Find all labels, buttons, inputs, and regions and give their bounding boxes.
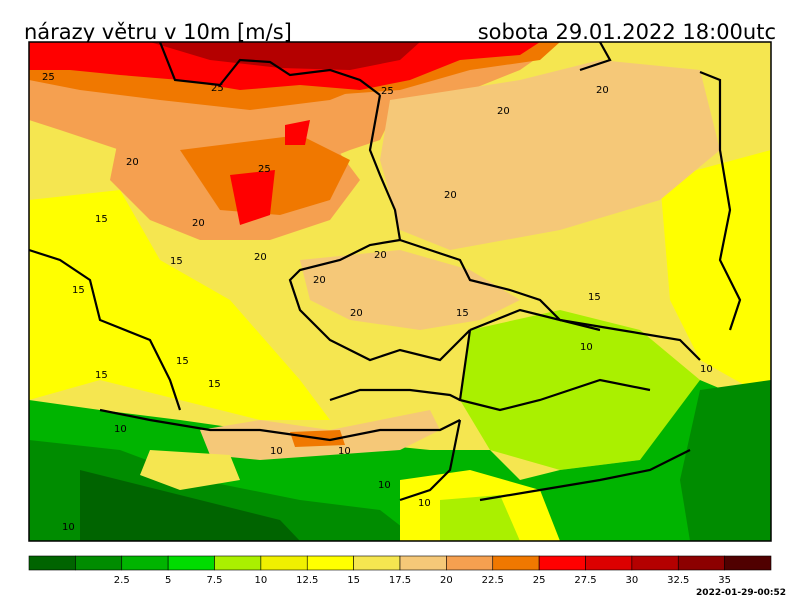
contour-label: 25 <box>211 83 224 94</box>
contour-label: 15 <box>170 256 183 267</box>
field-15-east <box>660 150 771 400</box>
border-de-pl <box>368 94 402 241</box>
colorbar-swatch <box>28 555 76 571</box>
contour-label: 20 <box>444 190 457 201</box>
contour-label: 15 <box>95 370 108 381</box>
border-north <box>579 41 612 72</box>
border-cz-pl <box>399 238 601 332</box>
border-sk-hu-n <box>469 308 701 361</box>
colorbar-swatch <box>538 555 586 571</box>
contour-label: 10 <box>580 342 593 353</box>
border-east <box>699 70 742 331</box>
border-at-cz <box>329 388 461 402</box>
colorbar-tick-label: 30 <box>626 575 639 586</box>
contour-label: 10 <box>338 446 351 457</box>
contour-label: 20 <box>596 85 609 96</box>
field-25-germany-b <box>285 120 310 145</box>
border-at-si <box>399 419 462 502</box>
border-coast <box>158 41 381 96</box>
valid-time: sobota 29.01.2022 18:00utc <box>477 20 776 44</box>
map-title: nárazy větru v 10m [m/s] <box>24 20 292 44</box>
contour-label: 25 <box>42 72 55 83</box>
contour-label: 10 <box>114 424 127 435</box>
colorbar-tick-label: 12.5 <box>296 575 318 586</box>
contour-label: 20 <box>192 218 205 229</box>
field-10-south <box>440 495 520 541</box>
colorbar-swatch <box>306 555 354 571</box>
field-17-ridge <box>140 450 240 490</box>
colorbar-swatch <box>724 555 772 571</box>
contour-label: 10 <box>270 446 283 457</box>
colorbar-swatch <box>631 555 679 571</box>
field-5-east <box>680 380 771 541</box>
colorbar-swatch <box>677 555 725 571</box>
colorbar-swatch <box>585 555 633 571</box>
contour-label: 10 <box>418 498 431 509</box>
generated-timestamp: 2022-01-29-00:52 <box>696 588 786 598</box>
contour-label: 20 <box>313 275 326 286</box>
colorbar-tick-label: 25 <box>533 575 546 586</box>
field-20-poland <box>380 60 720 250</box>
border-fr-de <box>28 248 182 411</box>
field-30-coast <box>150 42 420 70</box>
colorbar-tick-label: 15 <box>347 575 360 586</box>
colorbar-swatch <box>260 555 308 571</box>
contour-label: 25 <box>381 86 394 97</box>
contour-label: 20 <box>497 106 510 117</box>
colorbar-tick-label: 17.5 <box>389 575 411 586</box>
country-borders <box>28 41 742 502</box>
contour-label: 15 <box>456 308 469 319</box>
contour-label: 20 <box>350 308 363 319</box>
colorbar-tick-label: 5 <box>165 575 171 586</box>
map-frame <box>28 41 772 542</box>
colorbar-tick-label: 35 <box>718 575 731 586</box>
colorbar-swatch <box>75 555 123 571</box>
colorbar-tick-label: 27.5 <box>574 575 596 586</box>
colorbar-swatch <box>214 555 262 571</box>
border-sk-hu <box>458 329 651 412</box>
field-25-germany-a <box>230 170 275 225</box>
contour-label: 25 <box>258 164 271 175</box>
colorbar-swatch <box>353 555 401 571</box>
colorbar-tick-label: 10 <box>255 575 268 586</box>
colorbar-swatch <box>446 555 494 571</box>
colorbar-swatch <box>399 555 447 571</box>
colorbar: 2.5 5 7.5 10 12.5 15 17.5 20 22.5 25 27.5 30 32.5 35 <box>28 555 772 586</box>
contour-label: 15 <box>95 214 108 225</box>
colorbar-tick-label: 20 <box>440 575 453 586</box>
contour-label: 10 <box>700 364 713 375</box>
contour-labels: 25 25 25 25 20 20 20 20 20 20 20 20 20 1… <box>42 72 713 533</box>
contour-label: 15 <box>588 292 601 303</box>
border-cz <box>288 238 471 362</box>
colorbar-tick-label: 32.5 <box>667 575 689 586</box>
colorbar-swatch <box>167 555 215 571</box>
field-2-alps <box>80 470 300 541</box>
contour-label: 15 <box>208 379 221 390</box>
contour-label: 20 <box>126 157 139 168</box>
border-alps <box>99 408 461 442</box>
border-hr <box>479 449 691 502</box>
contour-label: 15 <box>72 285 85 296</box>
contour-label: 20 <box>254 252 267 263</box>
field-15-west <box>29 190 330 420</box>
colorbar-tick-label: 22.5 <box>482 575 504 586</box>
contour-label: 15 <box>176 356 189 367</box>
contour-label: 20 <box>374 250 387 261</box>
colorbar-swatch <box>121 555 169 571</box>
contour-label: 10 <box>62 522 75 533</box>
colorbar-tick-label: 2.5 <box>114 575 130 586</box>
field-12-hungary <box>460 310 700 470</box>
colorbar-swatch <box>492 555 540 571</box>
contour-label: 10 <box>378 480 391 491</box>
map-fields <box>29 42 771 541</box>
colorbar-tick-label: 7.5 <box>207 575 223 586</box>
